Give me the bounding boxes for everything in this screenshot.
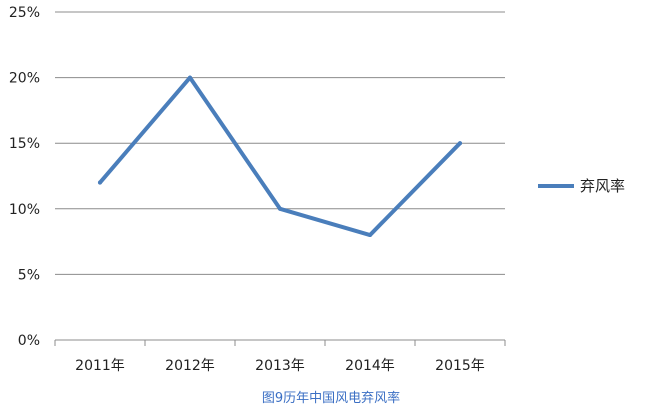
- series-lines: [98, 75, 462, 238]
- series-line-弃风率: [98, 75, 462, 238]
- x-axis-tick-labels: 2011年 2012年 2013年 2014年 2015年: [75, 358, 485, 374]
- y-tick-label-2: 10%: [9, 202, 40, 218]
- y-tick-label-1: 5%: [18, 267, 40, 283]
- chart-caption: 图9历年中国风电弃风率: [262, 390, 400, 406]
- legend: 弃风率: [538, 177, 625, 195]
- data-point-4: [458, 141, 462, 146]
- data-point-2: [278, 206, 282, 211]
- y-axis-tick-labels: 0% 5% 10% 15% 20% 25%: [9, 5, 40, 349]
- data-point-1: [188, 75, 192, 80]
- y-tick-label-3: 15%: [9, 136, 40, 152]
- gridlines: [54, 11, 506, 346]
- y-tick-label-4: 20%: [9, 71, 40, 87]
- y-tick-label-5: 25%: [9, 5, 40, 21]
- x-tick-label-3: 2014年: [345, 358, 395, 374]
- x-tick-label-4: 2015年: [435, 358, 485, 374]
- x-tick-label-0: 2011年: [75, 358, 125, 374]
- data-point-0: [98, 180, 102, 185]
- legend-label: 弃风率: [580, 177, 625, 195]
- y-tick-label-0: 0%: [18, 333, 40, 349]
- x-tick-label-1: 2012年: [165, 358, 215, 374]
- data-point-3: [368, 233, 372, 238]
- x-tick-label-2: 2013年: [255, 358, 305, 374]
